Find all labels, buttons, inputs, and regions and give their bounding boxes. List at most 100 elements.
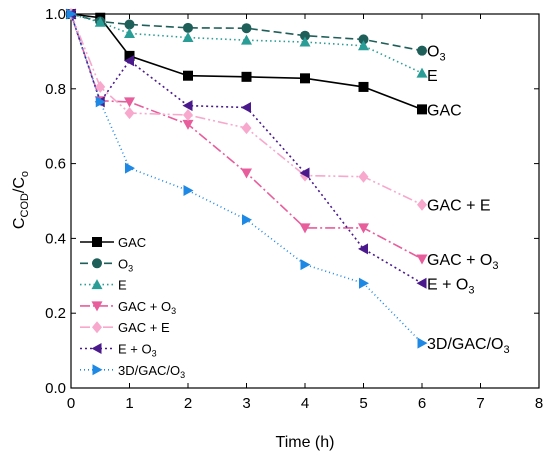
y-tick-label: 0.6: [45, 156, 66, 173]
series-line: [70, 13, 423, 52]
legend-entry-e: E: [80, 278, 127, 293]
data-point: [183, 108, 193, 121]
end-label-o3: O3: [427, 44, 446, 64]
series-line: [70, 13, 423, 74]
legend-label: O3: [118, 256, 133, 273]
data-point: [300, 73, 310, 84]
data-point: [241, 23, 252, 34]
data-point: [124, 55, 134, 67]
data-point: [241, 102, 251, 113]
legend-marker: [91, 301, 103, 312]
data-point: [124, 97, 135, 108]
data-point: [417, 198, 427, 211]
data-point: [182, 119, 194, 130]
end-label-gac-e: GAC + E: [427, 198, 491, 215]
data-point: [241, 122, 252, 135]
end-label-gac-o3: GAC + O3: [427, 252, 498, 272]
legend-entry-gac-e: GAC + E: [80, 320, 170, 335]
data-point: [182, 32, 194, 43]
data-point: [95, 96, 106, 108]
y-axis-label-sub-cod: COD: [19, 193, 31, 218]
legend-entry-gac-o3: GAC + O3: [80, 299, 176, 316]
series-gac-o3: [65, 9, 428, 265]
legend-label-text: GAC + O: [118, 299, 171, 314]
y-axis-label: CCOD/Co: [11, 171, 31, 229]
x-tick-label: 2: [184, 395, 192, 412]
data-point: [358, 34, 369, 45]
data-point: [241, 168, 252, 179]
x-tick-label: 7: [476, 395, 484, 412]
data-point: [417, 104, 427, 115]
legend-label: GAC + O3: [118, 299, 176, 316]
data-point: [124, 50, 135, 61]
end-label-text: GAC + O: [427, 252, 492, 269]
legend-marker: [92, 237, 102, 247]
y-tick-label: 1.0: [45, 6, 66, 23]
data-point: [242, 214, 252, 226]
data-point: [183, 70, 193, 81]
end-label-text: 3D/GAC/O: [427, 336, 503, 353]
data-point: [66, 8, 77, 20]
data-point: [241, 71, 252, 82]
data-point: [183, 22, 193, 33]
data-point: [358, 40, 369, 51]
y-tick-label: 0.0: [45, 380, 66, 397]
data-point: [417, 337, 428, 349]
data-point: [358, 243, 368, 255]
x-tick-label: 4: [301, 395, 309, 412]
end-label-3d-gac-o3: 3D/GAC/O3: [427, 336, 510, 356]
series-3d-gac-o3: [66, 8, 428, 349]
y-axis-label-main: C: [11, 218, 28, 230]
legend-label-text: E + O: [118, 342, 152, 357]
series-e: [65, 8, 428, 78]
data-point: [94, 16, 106, 27]
data-point: [299, 167, 310, 179]
data-point: [241, 34, 252, 45]
legend-entry-3d-gac-o3: 3D/GAC/O3: [80, 363, 185, 380]
data-point: [300, 30, 310, 41]
legend-label-sub: 3: [128, 263, 133, 273]
series-layer: [65, 8, 428, 349]
data-point: [182, 100, 193, 112]
legend-label: E + O3: [118, 342, 157, 359]
legend-marker: [91, 343, 102, 354]
end-label-sub: 3: [492, 260, 498, 272]
legend-label-text: O: [118, 256, 128, 271]
end-label-text: E + O: [427, 276, 468, 293]
end-label-sub: 3: [468, 284, 474, 296]
series-line: [70, 13, 423, 260]
y-axis-label-mid: /C: [11, 177, 28, 193]
data-point: [299, 36, 311, 47]
end-label-e-o3: E + O3: [427, 276, 474, 296]
legend-label-text: 3D/GAC/O: [118, 363, 180, 378]
y-axis-label-sub-o: o: [19, 171, 31, 177]
legend-entry-gac: GAC: [80, 235, 146, 250]
data-point: [95, 80, 106, 93]
legend-label-sub: 3: [180, 370, 185, 380]
legend-entry-o3: O3: [80, 256, 133, 273]
end-label-e: E: [427, 68, 438, 85]
data-point: [359, 277, 369, 289]
series-line: [70, 13, 423, 111]
data-point: [300, 259, 311, 271]
series-line: [70, 13, 423, 344]
data-point: [416, 254, 428, 265]
legend-label-sub: 3: [171, 306, 176, 316]
legend-entry-e-o3: E + O3: [80, 342, 157, 359]
data-point: [358, 81, 369, 92]
end-label-sub: 3: [439, 52, 445, 64]
legend-label: E: [118, 278, 127, 293]
data-point: [124, 19, 135, 30]
data-point: [299, 223, 311, 234]
x-tick-label: 8: [535, 395, 543, 412]
x-tick-label: 6: [418, 395, 426, 412]
data-point: [124, 27, 135, 38]
x-tick-label: 1: [125, 395, 133, 412]
data-point: [417, 45, 427, 56]
legend-marker: [92, 258, 102, 269]
y-tick-label: 0.2: [45, 305, 66, 322]
end-label-gac: GAC: [427, 102, 462, 119]
